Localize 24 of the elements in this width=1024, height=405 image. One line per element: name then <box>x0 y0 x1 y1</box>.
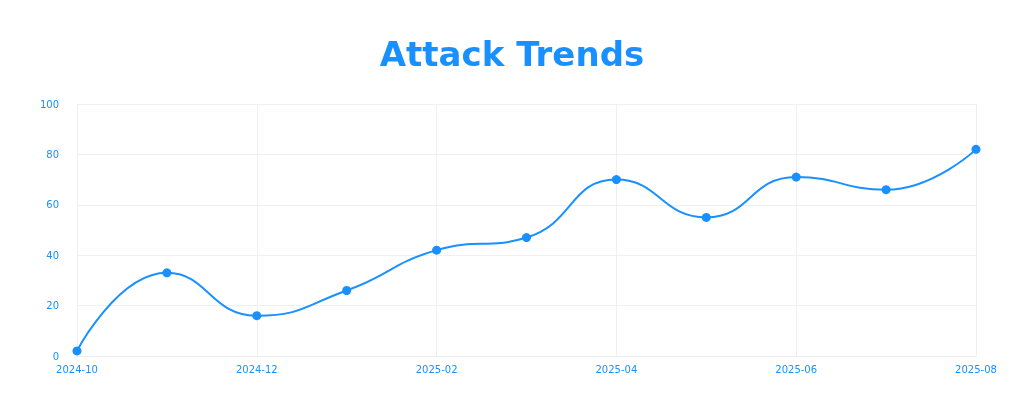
point <box>701 212 711 222</box>
x-tick-label: 2025-08 <box>955 363 997 375</box>
x-tick-label: 2025-04 <box>595 363 638 375</box>
point <box>881 185 891 195</box>
x-tick-label: 2025-02 <box>415 363 458 375</box>
y-tick-label: 0 <box>52 350 59 362</box>
point <box>432 245 442 255</box>
point <box>72 346 82 356</box>
x-tick-label: 2024-12 <box>235 363 278 375</box>
point <box>162 268 172 278</box>
point <box>971 144 981 154</box>
point <box>252 311 262 321</box>
chart-title: Attack Trends <box>379 34 645 74</box>
point <box>791 172 801 182</box>
x-tick-label: 2025-06 <box>775 363 818 375</box>
point <box>342 285 352 295</box>
y-tick-label: 40 <box>46 249 59 261</box>
point <box>611 175 621 185</box>
y-tick-label: 80 <box>46 148 59 160</box>
y-tick-label: 100 <box>39 98 59 110</box>
y-tick-label: 20 <box>46 300 59 312</box>
y-tick-label: 60 <box>46 199 59 211</box>
x-tick-label: 2024-10 <box>56 363 98 375</box>
point <box>522 233 531 243</box>
